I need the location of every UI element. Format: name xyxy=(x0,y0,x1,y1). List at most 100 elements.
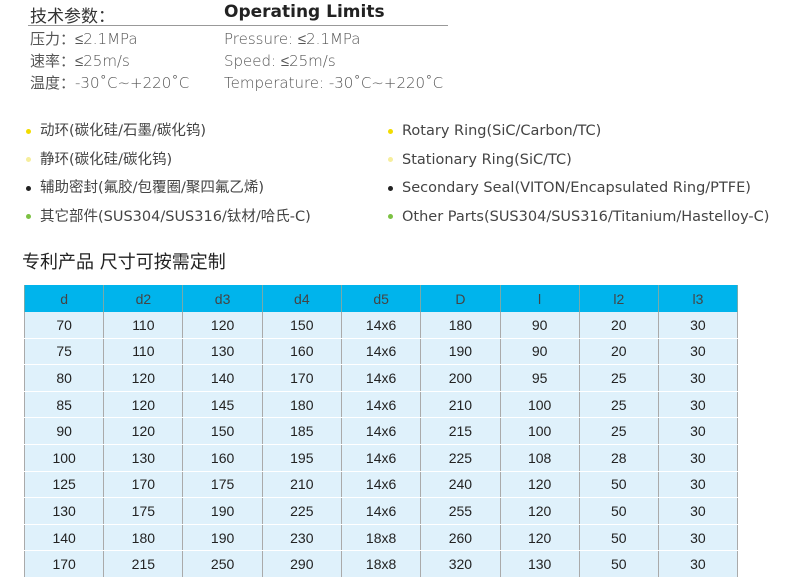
table-cell: 190 xyxy=(182,497,263,525)
table-cell: 110 xyxy=(103,312,184,339)
table-cell: 120 xyxy=(103,364,184,392)
table-cell: 20 xyxy=(578,338,659,366)
table-cell: 30 xyxy=(657,338,739,366)
table-cell: 18x8 xyxy=(340,524,422,552)
table-row: 85 120 145 180 14x6 210 100 25 30 xyxy=(23,391,739,419)
table-row: 80 120 140 170 14x6 200 95 25 30 xyxy=(23,364,739,392)
table-cell: 230 xyxy=(261,524,342,552)
table-row: 140 180 190 230 18x8 260 120 50 30 xyxy=(23,524,739,552)
table-cell: 180 xyxy=(261,391,342,419)
spec-speed-en: Speed: ≤25m/s xyxy=(224,52,336,70)
column-header: d2 xyxy=(103,285,184,312)
table-cell: 100 xyxy=(499,417,580,445)
table-cell: 180 xyxy=(103,524,184,552)
bullet-icon xyxy=(26,157,31,163)
table-cell: 14x6 xyxy=(340,338,422,366)
table-cell: 145 xyxy=(182,391,263,419)
bullet-icon xyxy=(388,214,393,220)
table-row: 170 215 250 290 18x8 320 130 50 30 xyxy=(23,550,739,578)
spec-temperature-en: Temperature: -30˚C~+220˚C xyxy=(224,74,444,92)
table-cell: 140 xyxy=(23,524,105,552)
table-row: 100 130 160 195 14x6 225 108 28 30 xyxy=(23,444,739,472)
column-header: D xyxy=(420,285,501,312)
table-cell: 14x6 xyxy=(340,444,422,472)
column-header: d xyxy=(23,285,105,312)
bullet-icon xyxy=(26,185,31,191)
material-item: 辅助密封(氟胶/包覆圈/聚四氟乙烯) xyxy=(26,174,311,203)
table-cell: 170 xyxy=(23,550,105,578)
table-cell: 160 xyxy=(182,444,263,472)
table-cell: 14x6 xyxy=(340,312,422,339)
table-cell: 170 xyxy=(103,471,184,499)
table-cell: 28 xyxy=(578,444,659,472)
material-label: Secondary Seal(VITON/Encapsulated Ring/P… xyxy=(402,180,751,196)
material-item: Secondary Seal(VITON/Encapsulated Ring/P… xyxy=(388,174,769,203)
specs-cn: 压力：≤2.1MPa 速率：≤25m/s 温度：-30˚C~+220˚C xyxy=(30,28,189,94)
table-cell: 120 xyxy=(499,497,580,525)
material-label: 辅助密封(氟胶/包覆圈/聚四氟乙烯) xyxy=(40,180,265,196)
table-cell: 30 xyxy=(657,471,739,499)
table-cell: 160 xyxy=(261,338,342,366)
table-cell: 80 xyxy=(23,364,105,392)
material-item: Stationary Ring(SiC/TC) xyxy=(388,146,769,175)
table-cell: 290 xyxy=(261,550,342,578)
table-cell: 30 xyxy=(657,550,739,578)
bullet-icon xyxy=(388,185,393,191)
column-header: l xyxy=(499,285,580,312)
table-cell: 70 xyxy=(23,312,105,339)
table-cell: 14x6 xyxy=(340,417,422,445)
specs-title-cn: 技术参数： xyxy=(30,7,115,27)
table-cell: 25 xyxy=(578,364,659,392)
table-cell: 225 xyxy=(261,497,342,525)
spec-temperature-cn: 温度：-30˚C~+220˚C xyxy=(30,74,190,92)
table-cell: 30 xyxy=(657,524,739,552)
table-cell: 100 xyxy=(23,444,105,472)
table-cell: 195 xyxy=(261,444,342,472)
table-cell: 120 xyxy=(103,391,184,419)
table-row: 125 170 175 210 14x6 240 120 50 30 xyxy=(23,471,739,499)
table-cell: 108 xyxy=(499,444,580,472)
table-cell: 185 xyxy=(261,417,342,445)
table-cell: 180 xyxy=(420,312,501,339)
specs-title-en: Operating Limits xyxy=(224,2,385,22)
table-cell: 30 xyxy=(657,364,739,392)
table-cell: 215 xyxy=(420,417,501,445)
table-row: 70 110 120 150 14x6 180 90 20 30 xyxy=(23,312,739,339)
table-cell: 320 xyxy=(420,550,501,578)
table-cell: 25 xyxy=(578,391,659,419)
table-cell: 120 xyxy=(182,312,263,339)
table-cell: 255 xyxy=(420,497,501,525)
table-cell: 100 xyxy=(499,391,580,419)
column-header: d3 xyxy=(182,285,263,312)
table-cell: 20 xyxy=(578,312,659,339)
table-cell: 50 xyxy=(578,550,659,578)
table-cell: 14x6 xyxy=(340,364,422,392)
table-row: 130 175 190 225 14x6 255 120 50 30 xyxy=(23,497,739,525)
table-cell: 150 xyxy=(182,417,263,445)
table-cell: 250 xyxy=(182,550,263,578)
material-item: 其它部件(SUS304/SUS316/钛材/哈氏-C) xyxy=(26,203,311,232)
table-cell: 85 xyxy=(23,391,105,419)
table-cell: 130 xyxy=(182,338,263,366)
material-label: Rotary Ring(SiC/Carbon/TC) xyxy=(402,123,602,139)
material-label: Other Parts(SUS304/SUS316/Titanium/Haste… xyxy=(402,208,770,225)
table-row: 90 120 150 185 14x6 215 100 25 30 xyxy=(23,417,739,445)
table-cell: 90 xyxy=(23,417,105,445)
table-cell: 260 xyxy=(420,524,501,552)
table-cell: 25 xyxy=(578,417,659,445)
table-cell: 95 xyxy=(499,364,580,392)
table-cell: 14x6 xyxy=(340,497,422,525)
bullet-icon xyxy=(388,128,393,134)
table-cell: 50 xyxy=(578,497,659,525)
material-item: Other Parts(SUS304/SUS316/Titanium/Haste… xyxy=(388,203,769,232)
table-cell: 190 xyxy=(420,338,501,366)
table-cell: 210 xyxy=(420,391,501,419)
column-header: d4 xyxy=(261,285,342,312)
material-label: Stationary Ring(SiC/TC) xyxy=(402,151,572,168)
table-cell: 14x6 xyxy=(340,391,422,419)
column-header: l3 xyxy=(657,285,739,312)
column-header: l2 xyxy=(578,285,659,312)
spec-pressure-en: Pressure: ≤2.1MPa xyxy=(224,30,361,48)
table-cell: 75 xyxy=(23,338,105,366)
